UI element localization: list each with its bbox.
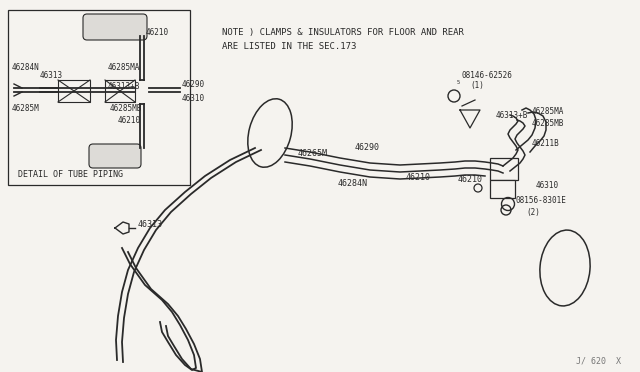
Bar (8, 10, 190, 185)
Text: ARE LISTED IN THE SEC.173: ARE LISTED IN THE SEC.173 (222, 42, 356, 51)
Text: 46211B: 46211B (532, 139, 560, 148)
Bar (105, 80, 135, 102)
Text: 46313: 46313 (138, 219, 163, 228)
Bar (490, 158, 518, 180)
Text: NOTE ) CLAMPS & INSULATORS FOR FLOOR AND REAR: NOTE ) CLAMPS & INSULATORS FOR FLOOR AND… (222, 28, 464, 37)
Text: 46290: 46290 (182, 80, 205, 89)
Text: J/ 620  X: J/ 620 X (576, 356, 621, 365)
Bar (490, 180, 515, 198)
Text: 46265M: 46265M (298, 149, 328, 158)
Text: 46310: 46310 (536, 181, 559, 190)
Text: 46290: 46290 (355, 143, 380, 152)
Text: (2): (2) (526, 208, 540, 217)
Text: 46313+B: 46313+B (496, 111, 529, 120)
FancyBboxPatch shape (89, 144, 141, 168)
Text: 46210: 46210 (118, 116, 141, 125)
Text: 46310: 46310 (182, 93, 205, 103)
Text: 46285MB: 46285MB (532, 119, 564, 128)
Text: 46210: 46210 (458, 175, 483, 184)
Text: 46285MA: 46285MA (532, 107, 564, 116)
Text: 46313: 46313 (40, 71, 63, 80)
Text: (1): (1) (470, 81, 484, 90)
Text: 46285M: 46285M (12, 104, 40, 113)
Text: 46285MA: 46285MA (108, 63, 140, 72)
Text: 46210: 46210 (406, 173, 431, 182)
Text: 46285MB: 46285MB (110, 104, 142, 113)
Text: 46210: 46210 (146, 28, 169, 37)
Text: 46284N: 46284N (338, 179, 368, 188)
Text: 5: 5 (456, 80, 460, 84)
Text: 08146-62526: 08146-62526 (462, 71, 513, 80)
Bar (58, 80, 90, 102)
Text: 46313+B: 46313+B (108, 82, 140, 91)
FancyBboxPatch shape (83, 14, 147, 40)
Text: DETAIL OF TUBE PIPING: DETAIL OF TUBE PIPING (18, 170, 123, 179)
Text: 46284N: 46284N (12, 63, 40, 72)
Text: 08156-8301E: 08156-8301E (516, 196, 567, 205)
